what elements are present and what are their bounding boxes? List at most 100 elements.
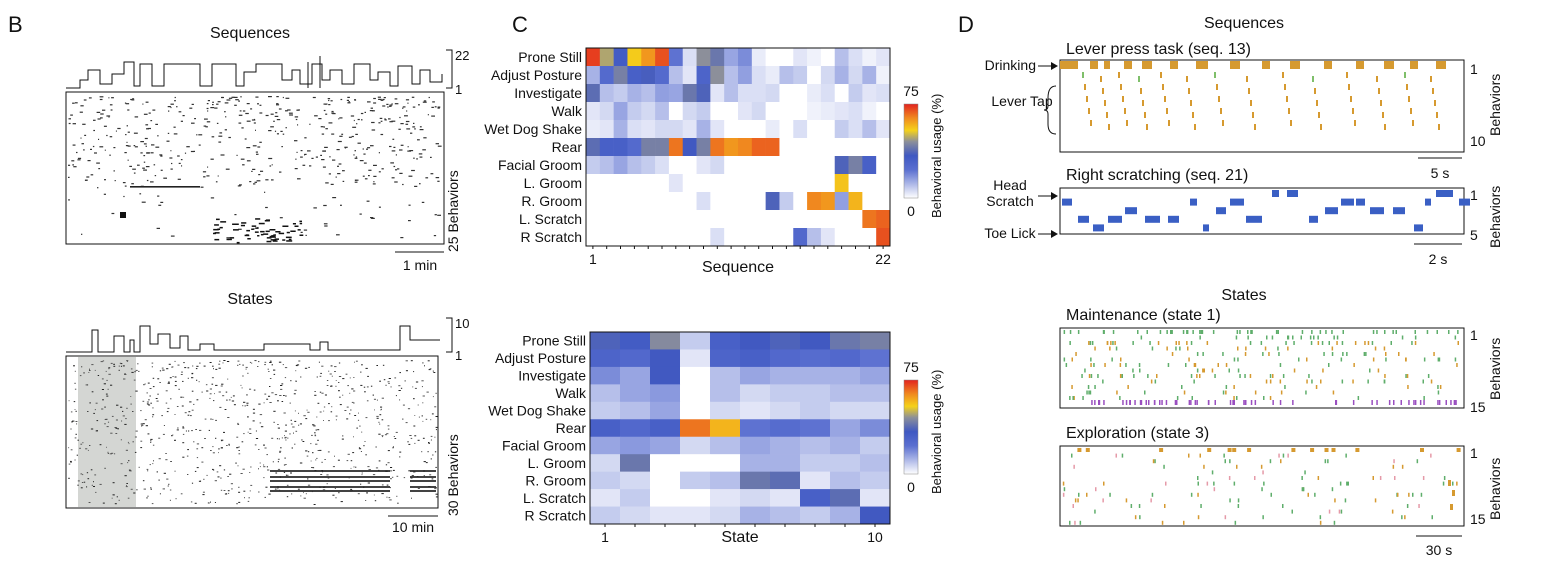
raster-mark — [1382, 112, 1384, 118]
heatmap-cell — [680, 349, 711, 368]
raster-mark — [1348, 84, 1350, 90]
raster-mark — [1272, 400, 1274, 405]
heatmap-cell — [738, 120, 753, 139]
raster-mark — [118, 365, 120, 367]
raster-mark — [204, 118, 208, 120]
raster-mark — [228, 443, 230, 445]
raster-mark — [1287, 346, 1289, 351]
raster-mark — [247, 372, 249, 374]
raster-mark — [1406, 374, 1409, 378]
heatmap-cell — [599, 66, 614, 85]
raster-mark — [281, 146, 283, 148]
raster-mark — [1394, 476, 1396, 480]
raster-mark — [1364, 341, 1366, 345]
raster-mark — [94, 409, 96, 411]
heatmap-cell — [770, 489, 801, 507]
raster-mark — [1139, 400, 1142, 405]
raster-mark — [157, 393, 159, 395]
heatmap-cell — [800, 506, 831, 525]
heatmap-cell — [641, 102, 656, 121]
raster-mark — [1420, 448, 1424, 452]
heatmap-cell — [738, 66, 753, 85]
raster-mark — [176, 106, 178, 108]
raster-mark — [377, 96, 381, 98]
raster-mark — [280, 388, 283, 390]
heatmap-row-label: L. Groom — [528, 455, 586, 471]
raster-mark — [1081, 374, 1083, 378]
raster-mark — [388, 118, 391, 120]
raster-mark — [180, 120, 183, 122]
raster-mark — [402, 183, 404, 186]
raster-mark — [259, 141, 262, 143]
raster-mark — [1374, 498, 1377, 503]
heatmap-cell — [779, 48, 794, 67]
heatmap-cell — [765, 192, 780, 211]
raster-mark — [313, 425, 316, 427]
raster-mark — [1090, 120, 1092, 126]
raster-mark — [276, 104, 280, 106]
raster-mark — [1430, 453, 1432, 458]
raster-mark — [130, 186, 200, 188]
raster-mark — [218, 448, 220, 450]
raster-mark — [1236, 396, 1238, 400]
raster-mark — [367, 101, 371, 103]
colorbar-max-label: 75 — [903, 83, 919, 99]
raster-mark — [191, 409, 194, 411]
raster-mark — [285, 424, 287, 426]
heatmap-cell — [724, 228, 739, 247]
raster-mark — [1371, 341, 1374, 345]
raster-mark — [311, 434, 313, 436]
raster-mark — [286, 240, 293, 242]
raster-mark — [300, 231, 303, 233]
raster-mark — [1418, 504, 1420, 508]
raster-mark — [269, 362, 272, 363]
colorbar-sequence: 75 0 Behavioral usage (%) — [903, 83, 944, 219]
raster-mark — [1340, 357, 1343, 362]
raster-mark — [347, 453, 350, 455]
raster-mark — [196, 399, 199, 401]
raster-mark — [155, 146, 160, 148]
raster-mark — [1182, 330, 1185, 334]
raster-mark — [139, 193, 142, 195]
raster-mark — [388, 497, 391, 499]
raster-mark — [338, 118, 340, 120]
raster-mark — [115, 130, 117, 132]
raster-mark — [1188, 88, 1190, 94]
raster-mark — [363, 162, 367, 164]
heatmap-cell — [834, 228, 849, 247]
raster-mark — [1137, 330, 1139, 334]
raster-mark — [435, 177, 440, 179]
heatmap-cell — [627, 102, 642, 121]
raster-mark — [258, 403, 261, 405]
raster-mark — [111, 497, 113, 499]
raster-mark — [322, 489, 326, 491]
raster-mark — [1176, 396, 1179, 400]
raster-mark — [71, 160, 75, 162]
raster-mark — [373, 398, 376, 400]
raster-mark — [1222, 390, 1225, 395]
raster-mark — [298, 424, 300, 426]
raster-mark — [166, 368, 169, 370]
heatmap-row-label: L. Scratch — [523, 490, 586, 506]
heatmap-cell — [627, 210, 642, 229]
raster-mark — [218, 391, 221, 393]
raster-mark — [133, 145, 136, 147]
drinking-arrowhead — [1051, 62, 1058, 70]
raster-mark — [1346, 481, 1348, 486]
heatmap-cell — [800, 419, 831, 438]
raster-mark — [437, 145, 442, 147]
raster-mark — [1109, 492, 1111, 497]
heatmap-cell — [765, 210, 780, 229]
heatmap-cell — [710, 506, 741, 525]
raster-mark — [1306, 379, 1308, 384]
raster-mark — [182, 456, 185, 458]
raster-mark — [1335, 400, 1338, 405]
raster-mark — [354, 415, 357, 416]
raster-mark — [1371, 400, 1373, 405]
raster-mark — [1227, 448, 1232, 452]
raster-mark — [198, 480, 201, 482]
raster-mark — [86, 486, 88, 488]
raster-mark — [274, 488, 277, 490]
raster-mark — [209, 388, 212, 390]
raster-mark — [1082, 396, 1084, 400]
